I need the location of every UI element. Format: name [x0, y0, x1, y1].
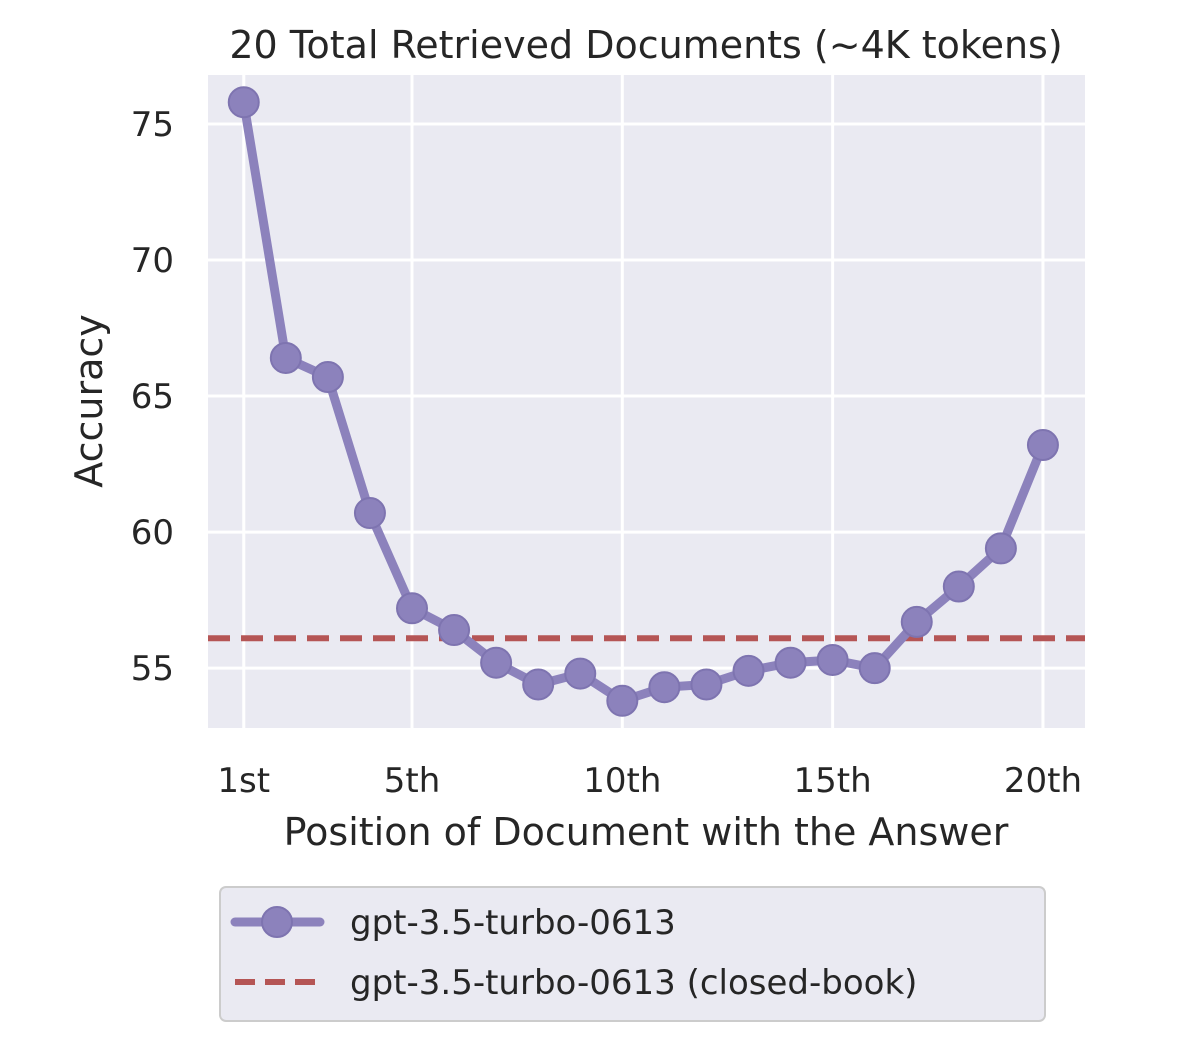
y-tick-label: 60 [131, 513, 174, 553]
y-tick-label: 65 [131, 377, 174, 417]
chart-title: 20 Total Retrieved Documents (~4K tokens… [229, 23, 1062, 67]
x-tick-label: 15th [794, 761, 872, 801]
grid-lines [208, 75, 1085, 728]
data-point [353, 497, 386, 530]
data-point [900, 605, 933, 638]
legend: gpt-3.5-turbo-0613 gpt-3.5-turbo-0613 (c… [219, 886, 1046, 1022]
data-point [480, 646, 513, 679]
data-point [269, 341, 302, 374]
series-line [227, 86, 1059, 717]
plot-area [208, 75, 1085, 728]
x-axis-label: Position of Document with the Answer [284, 810, 1009, 854]
y-tick-label: 75 [131, 105, 174, 145]
y-axis-label: Accuracy [67, 314, 111, 488]
data-point [858, 652, 891, 685]
data-point [774, 646, 807, 679]
legend-box [219, 886, 1046, 1022]
data-point [522, 668, 555, 701]
data-point [648, 671, 681, 704]
y-tick-label: 70 [131, 241, 174, 281]
data-point [984, 532, 1017, 565]
data-point [564, 657, 597, 690]
x-tick-label: 10th [583, 761, 661, 801]
x-tick-label: 1st [217, 761, 270, 801]
y-tick-label: 55 [131, 649, 174, 689]
x-tick-label: 5th [384, 761, 441, 801]
legend-marker-swatch [261, 906, 293, 938]
data-point [311, 361, 344, 394]
data-point [690, 668, 723, 701]
data-point [942, 570, 975, 603]
data-point [606, 684, 639, 717]
data-point [396, 592, 429, 625]
data-point [1026, 429, 1059, 462]
data-point [816, 643, 849, 676]
data-point [438, 614, 471, 647]
data-point [227, 86, 260, 119]
data-point [732, 654, 765, 687]
legend-label-series: gpt-3.5-turbo-0613 [350, 903, 676, 943]
tick-labels: 1st 5th 10th 15th 20th 55 60 65 70 75 [131, 105, 1082, 801]
legend-label-baseline: gpt-3.5-turbo-0613 (closed-book) [350, 963, 917, 1003]
x-tick-label: 20th [1004, 761, 1082, 801]
